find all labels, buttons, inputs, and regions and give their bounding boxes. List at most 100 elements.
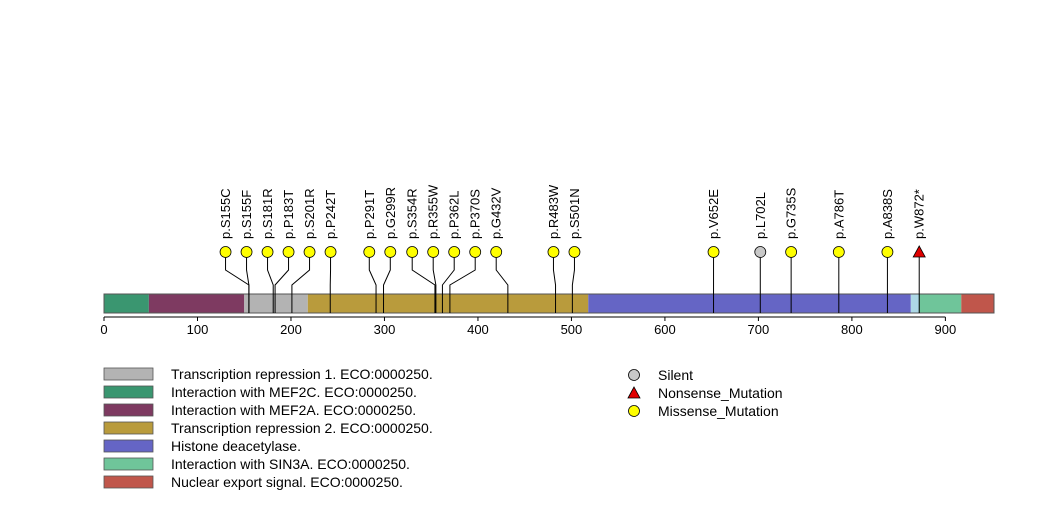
mutation-label: p.A786T — [831, 190, 846, 239]
domain-segment — [588, 294, 911, 313]
mutation-label: p.R483W — [546, 184, 561, 239]
domain-legend-swatch — [103, 457, 154, 471]
legend-circle-icon — [628, 369, 640, 381]
mutation-label: p.S181R — [260, 188, 275, 239]
domain-segment — [104, 294, 149, 313]
domain-legend-label: Interaction with MEF2C. ECO:0000250. — [171, 384, 417, 400]
mutation-stem — [267, 252, 274, 313]
x-tick-label: 400 — [467, 322, 489, 337]
x-tick-label: 600 — [654, 322, 676, 337]
x-tick-label: 100 — [187, 322, 209, 337]
domain-segment — [910, 294, 920, 313]
mutation-label: p.P242T — [323, 190, 338, 239]
missense-mutation-marker — [881, 246, 894, 258]
missense-mutation-marker — [240, 246, 253, 258]
mutation-label: p.S201R — [302, 188, 317, 239]
domain-legend-label: Interaction with SIN3A. ECO:0000250. — [171, 456, 410, 472]
mutation-stem — [441, 252, 455, 313]
mutation-labels: p.S155C p.S155F p.S181R p.P183T p.S201R p.P24… — [218, 184, 927, 239]
mutation-label: p.S155F — [239, 190, 254, 239]
domain-legend-label: Histone deacetylase. — [171, 438, 301, 454]
mutation-label: p.P362L — [447, 191, 462, 239]
domain-legend-label: Interaction with MEF2A. ECO:0000250. — [171, 402, 416, 418]
x-tick-label: 900 — [935, 322, 957, 337]
missense-mutation-marker — [303, 246, 316, 258]
x-axis: 0 100 200 300 400 500 600 700 800 900 — [100, 316, 957, 337]
mutation-label: p.L702L — [753, 192, 768, 239]
mutation-label: p.G735S — [784, 187, 799, 239]
protein-domain-track — [103, 293, 995, 314]
domain-legend-swatch — [103, 421, 154, 435]
domain-segment — [961, 294, 994, 313]
missense-mutation-marker — [490, 246, 503, 258]
domain-legend-label: Transcription repression 2. ECO:0000250. — [171, 420, 433, 436]
mutation-stem — [495, 252, 509, 313]
x-tick-label: 200 — [280, 322, 302, 337]
domain-legend-swatch — [103, 367, 154, 381]
mutation-stems — [225, 252, 920, 313]
mutation-stem — [571, 252, 575, 313]
mutation-stem — [552, 252, 557, 313]
mutation-label: p.P370S — [468, 189, 483, 239]
legend-triangle-icon — [627, 386, 641, 399]
mutation-label: p.G299R — [383, 187, 398, 239]
domain-legend-swatch — [103, 385, 154, 399]
missense-mutation-marker — [448, 246, 461, 258]
missense-mutation-marker — [406, 246, 419, 258]
x-tick-label: 300 — [374, 322, 396, 337]
domain-track-outline — [103, 293, 995, 314]
x-tick-label: 700 — [748, 322, 770, 337]
missense-mutation-marker — [324, 246, 337, 258]
legend-circle-icon — [628, 405, 640, 417]
domain-legend-swatch — [103, 439, 154, 453]
mutation-stem — [246, 252, 250, 313]
mutation-label: p.A838S — [880, 189, 895, 239]
silent-mutation-marker — [754, 246, 767, 258]
mutation-label: p.P291T — [362, 190, 377, 239]
mutation-stem — [449, 252, 476, 313]
mutation-label: p.P183T — [281, 190, 296, 239]
mutation-stem — [291, 252, 311, 313]
domain-segment — [307, 294, 589, 313]
domain-segment — [919, 294, 962, 313]
domain-legend-label: Nuclear export signal. ECO:0000250. — [171, 474, 403, 490]
domain-legend: Transcription repression 1. ECO:0000250.… — [103, 366, 433, 490]
missense-mutation-marker — [282, 246, 295, 258]
x-tick-label: 0 — [100, 322, 107, 337]
missense-mutation-marker — [469, 246, 482, 258]
mutation-markers — [219, 245, 926, 258]
missense-mutation-marker — [785, 246, 798, 258]
missense-mutation-marker — [707, 246, 720, 258]
domain-segment — [148, 294, 245, 313]
mutation-stem — [383, 252, 391, 313]
missense-mutation-marker — [219, 246, 232, 258]
mutation-label: p.S354R — [405, 188, 420, 239]
mutation-legend-label: Nonsense_Mutation — [658, 385, 783, 401]
missense-mutation-marker — [832, 246, 845, 258]
mutation-label: p.S155C — [218, 188, 233, 239]
mutation-label: p.V652E — [706, 189, 721, 239]
x-tick-label: 800 — [841, 322, 863, 337]
domain-segment — [244, 294, 308, 313]
missense-mutation-marker — [568, 246, 581, 258]
mutation-label: p.W872* — [912, 189, 927, 239]
nonsense-mutation-marker — [912, 245, 926, 258]
mutation-label: p.S501N — [567, 188, 582, 239]
missense-mutation-marker — [363, 246, 376, 258]
mutation-type-legend: Silent Nonsense_Mutation Missense_Mutation — [627, 367, 783, 419]
mutation-stem — [368, 252, 377, 313]
domain-legend-swatch — [103, 403, 154, 417]
mutation-stem — [432, 252, 437, 313]
mutation-stem — [411, 252, 436, 313]
missense-mutation-marker — [261, 246, 274, 258]
domain-legend-label: Transcription repression 1. ECO:0000250. — [171, 366, 433, 382]
missense-mutation-marker — [384, 246, 397, 258]
missense-mutation-marker — [427, 246, 440, 258]
domain-legend-swatch — [103, 475, 154, 489]
mutation-stem — [274, 252, 290, 313]
mutation-legend-label: Silent — [658, 367, 693, 383]
x-tick-label: 500 — [561, 322, 583, 337]
mutation-label: p.G432V — [489, 187, 504, 239]
mutation-legend-label: Missense_Mutation — [658, 403, 779, 419]
